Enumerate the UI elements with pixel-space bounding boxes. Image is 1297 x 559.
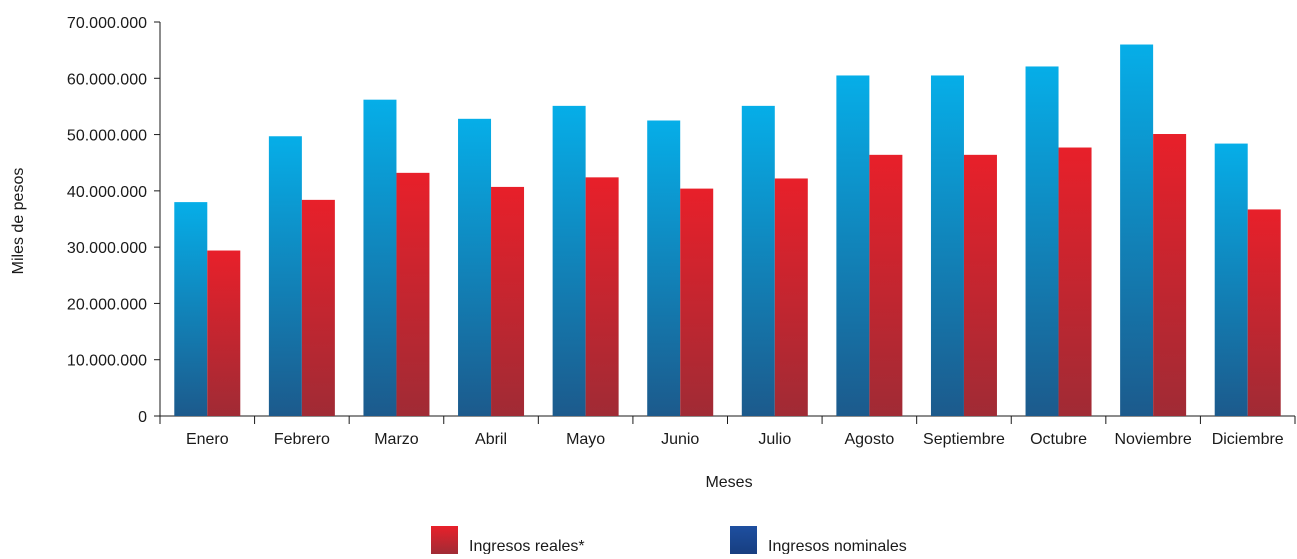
y-tick-label: 40.000.000 [67,184,147,201]
legend-swatch-ingresos-reales [431,526,458,554]
bar-ingresos-reales [585,177,619,416]
legend-item-ingresos-reales: Ingresos reales* [431,526,585,555]
bar-ingresos-reales [774,178,808,416]
y-tick-label: 20.000.000 [67,296,147,313]
y-tick-label: 10.000.000 [67,353,147,370]
x-tick-label: Agosto [844,431,894,448]
y-tick-label: 0 [138,409,147,426]
legend-item-ingresos-nominales: Ingresos nominales [730,526,907,555]
x-tick-label: Octubre [1030,431,1087,448]
x-tick-label: Noviembre [1114,431,1191,448]
bar-ingresos-reales [1058,147,1092,416]
bar-ingresos-nominales [268,136,302,416]
legend: Ingresos reales* Ingresos nominales [431,526,907,555]
bar-ingresos-nominales [1214,143,1248,416]
bar-ingresos-reales [869,154,903,416]
bar-ingresos-reales [207,250,241,416]
x-tick-label: Mayo [566,431,605,448]
legend-label-ingresos-nominales: Ingresos nominales [768,538,907,554]
bar-ingresos-reales [1247,209,1281,416]
bar-ingresos-nominales [836,75,870,416]
x-tick-label: Marzo [374,431,419,448]
bar-ingresos-nominales [930,75,964,416]
bar-ingresos-reales [396,172,430,416]
bar-ingresos-reales [301,199,335,416]
x-tick-label: Enero [186,431,229,448]
bar-ingresos-reales [680,188,714,416]
ticks: 0 10.000.000 20.000.000 30.000.000 40.000.00… [67,15,1296,448]
x-tick-label: Diciembre [1212,431,1284,448]
y-tick-label: 70.000.000 [67,15,147,32]
x-tick-label: Septiembre [923,431,1005,448]
bar-ingresos-nominales [552,105,586,416]
bar-ingresos-reales [963,154,997,416]
bar-ingresos-nominales [647,120,681,416]
legend-label-ingresos-reales: Ingresos reales* [469,538,585,554]
x-tick-label: Julio [758,431,791,448]
x-tick-label: Abril [475,431,507,448]
bar-ingresos-nominales [1025,66,1059,417]
y-tick-label: 50.000.000 [67,128,147,145]
legend-swatch-ingresos-nominales [730,526,757,554]
x-tick-label: Junio [661,431,699,448]
bar-ingresos-reales [1153,134,1187,416]
bars [174,44,1281,417]
y-axis-label: Miles de pesos [10,168,27,275]
bar-ingresos-nominales [1120,44,1154,417]
y-tick-label: 60.000.000 [67,71,147,88]
y-tick-label: 30.000.000 [67,240,147,257]
bar-ingresos-nominales [174,202,208,416]
x-axis-label: Meses [705,474,752,491]
bar-ingresos-nominales [458,118,492,416]
x-tick-label: Febrero [274,431,330,448]
bar-ingresos-nominales [741,105,775,416]
bar-ingresos-nominales [363,99,397,416]
bar-ingresos-reales [491,186,525,416]
